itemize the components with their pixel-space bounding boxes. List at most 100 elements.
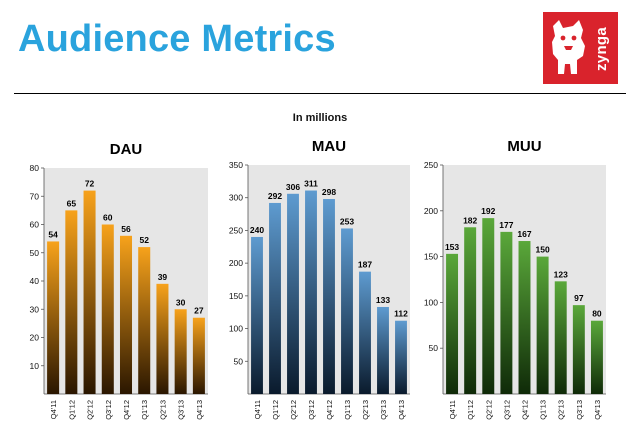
x-tick-label: Q4'11 — [49, 400, 58, 419]
data-label: 27 — [194, 306, 204, 316]
data-label: 192 — [481, 206, 495, 216]
data-label: 240 — [250, 225, 264, 235]
header-divider — [14, 93, 626, 94]
data-label: 39 — [158, 272, 168, 282]
data-label: 54 — [48, 229, 58, 239]
bar-dau — [101, 224, 114, 394]
bar-dau — [156, 283, 169, 394]
x-tick-label: Q1'12 — [466, 400, 475, 420]
chart-dau: DAU 10 20 30 40 50 60 70 80 54 Q4'11 65 Q1'12 72 Q2'12… — [30, 141, 208, 420]
bar-muu — [446, 253, 459, 394]
units-subtitle: In millions — [292, 112, 348, 124]
bar-muu — [536, 256, 549, 394]
y-tick-label: 30 — [30, 304, 40, 314]
x-tick-label: Q4'12 — [325, 400, 334, 420]
y-tick-label: 100 — [229, 324, 243, 334]
data-label: 80 — [592, 309, 602, 319]
page-title: Audience Metrics — [18, 18, 336, 60]
data-label: 292 — [268, 191, 282, 201]
data-label: 65 — [67, 198, 77, 208]
x-tick-label: Q1'13 — [140, 400, 149, 420]
y-tick-label: 200 — [229, 258, 243, 268]
y-tick-label: 350 — [229, 160, 243, 170]
bar-muu — [572, 305, 585, 394]
x-tick-label: Q4'12 — [122, 400, 131, 420]
y-tick-label: 40 — [30, 276, 40, 286]
x-tick-label: Q3'13 — [177, 400, 186, 420]
bar-dau — [174, 309, 187, 394]
x-tick-label: Q1'12 — [67, 400, 76, 420]
x-tick-label: Q4'13 — [397, 400, 406, 420]
y-tick-label: 200 — [424, 206, 438, 216]
y-tick-label: 50 — [30, 248, 40, 258]
data-label: 60 — [103, 213, 113, 223]
x-tick-label: Q4'11 — [448, 400, 457, 419]
chart-title: MAU — [312, 138, 346, 155]
y-tick-label: 80 — [30, 163, 40, 173]
x-tick-label: Q4'13 — [593, 400, 602, 420]
bar-muu — [500, 231, 513, 394]
bar-mau — [395, 320, 407, 394]
chart-mau: MAU 50 100 150 200 250 300 350 240 Q4'11 292 Q1'12 3… — [229, 138, 410, 420]
y-tick-label: 20 — [30, 333, 40, 343]
data-label: 298 — [322, 187, 336, 197]
x-tick-label: Q3'13 — [379, 400, 388, 420]
data-label: 177 — [499, 220, 513, 230]
data-label: 306 — [286, 182, 300, 192]
data-label: 253 — [340, 216, 354, 226]
zynga-logo: zynga — [543, 12, 618, 84]
y-tick-label: 50 — [429, 343, 439, 353]
chart-title: MUU — [507, 138, 541, 155]
x-tick-label: Q2'13 — [361, 400, 370, 420]
data-label: 97 — [574, 293, 584, 303]
x-tick-label: Q3'13 — [575, 400, 584, 420]
data-label: 153 — [445, 242, 459, 252]
bar-mau — [323, 199, 335, 394]
y-tick-label: 60 — [30, 220, 40, 230]
bar-mau — [305, 190, 317, 394]
x-tick-label: Q1'13 — [343, 400, 352, 420]
x-tick-label: Q4'13 — [195, 400, 204, 420]
chart-muu: MUU 50 100 150 200 250 153 Q4'11 182 Q1'12 192 Q2'1… — [424, 138, 606, 420]
x-tick-label: Q2'12 — [484, 400, 493, 420]
data-label: 133 — [376, 295, 390, 305]
x-tick-label: Q3'12 — [502, 400, 511, 420]
bar-muu — [464, 227, 477, 394]
y-tick-label: 150 — [229, 291, 243, 301]
data-label: 72 — [85, 179, 95, 189]
data-label: 112 — [394, 309, 408, 319]
y-tick-label: 250 — [424, 160, 438, 170]
bar-mau — [359, 271, 371, 394]
bar-muu — [590, 320, 603, 394]
x-tick-label: Q2'12 — [86, 400, 95, 420]
dog-icon — [552, 20, 585, 74]
bar-muu — [518, 241, 531, 394]
x-tick-label: Q3'12 — [104, 400, 113, 420]
bar-mau — [287, 193, 299, 394]
data-label: 30 — [176, 297, 186, 307]
data-label: 187 — [358, 260, 372, 270]
y-tick-label: 100 — [424, 297, 438, 307]
x-tick-label: Q3'12 — [307, 400, 316, 420]
bar-mau — [341, 228, 353, 394]
x-tick-label: Q2'13 — [557, 400, 566, 420]
bar-mau — [377, 306, 389, 394]
x-tick-label: Q2'12 — [289, 400, 298, 420]
data-label: 150 — [536, 245, 550, 255]
bar-dau — [65, 210, 78, 394]
x-tick-label: Q1'12 — [271, 400, 280, 420]
y-tick-label: 50 — [234, 356, 244, 366]
bar-dau — [138, 247, 151, 394]
bar-muu — [482, 218, 495, 394]
bar-muu — [554, 281, 567, 394]
data-label: 52 — [139, 235, 149, 245]
bar-dau — [47, 241, 60, 394]
x-tick-label: Q4'12 — [521, 400, 530, 420]
data-label: 56 — [121, 224, 131, 234]
bar-dau — [192, 317, 205, 394]
data-label: 167 — [517, 229, 531, 239]
chart-title: DAU — [110, 141, 143, 158]
y-tick-label: 250 — [229, 225, 243, 235]
x-tick-label: Q2'13 — [158, 400, 167, 420]
